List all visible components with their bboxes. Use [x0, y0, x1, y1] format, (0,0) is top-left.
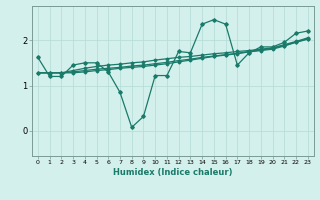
X-axis label: Humidex (Indice chaleur): Humidex (Indice chaleur)	[113, 168, 233, 177]
